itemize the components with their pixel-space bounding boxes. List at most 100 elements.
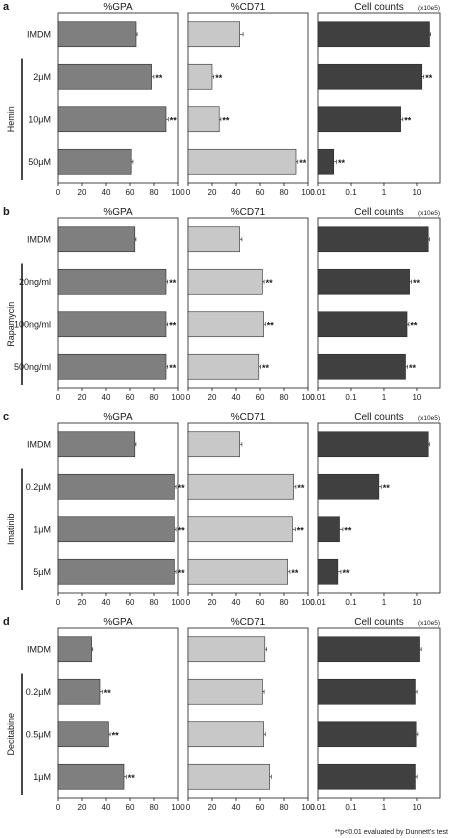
tick-label: 0.01 xyxy=(310,803,326,812)
bar xyxy=(187,636,266,663)
category-label: 0.2μM xyxy=(26,482,51,492)
category-label: 1μM xyxy=(33,524,51,534)
tick-label: 0 xyxy=(186,188,191,197)
panel-letter: c xyxy=(3,411,9,423)
tick-label: 40 xyxy=(232,598,241,607)
category-label: 5μM xyxy=(33,567,51,577)
category-label: IMDM xyxy=(27,644,51,654)
bar xyxy=(57,636,92,663)
significance-marker: ** xyxy=(178,568,186,578)
subplot-title: %GPA xyxy=(103,2,133,13)
bar xyxy=(57,311,167,338)
tick-label: 80 xyxy=(150,188,159,197)
significance-marker: ** xyxy=(297,483,305,493)
bar xyxy=(57,763,125,790)
plot-frame xyxy=(317,12,441,184)
bar xyxy=(317,268,410,295)
significance-marker: ** xyxy=(169,278,177,288)
tick-label: 20 xyxy=(78,598,87,607)
tick-label: 0 xyxy=(186,393,191,402)
bar xyxy=(317,21,430,48)
tick-label: 0 xyxy=(186,598,191,607)
tick-label: 20 xyxy=(78,188,87,197)
subplot-title: %CD71 xyxy=(231,2,266,13)
tick-label: 60 xyxy=(256,188,265,197)
bar xyxy=(57,431,136,458)
tick-label: 20 xyxy=(208,803,217,812)
unit-label: (x10e5) xyxy=(418,620,440,627)
bar xyxy=(317,148,335,175)
significance-marker: ** xyxy=(344,525,352,535)
bar xyxy=(187,721,264,748)
tick-label: 40 xyxy=(102,393,111,402)
significance-marker: ** xyxy=(112,730,120,740)
bar xyxy=(317,678,416,705)
tick-label: 20 xyxy=(78,803,87,812)
significance-marker: ** xyxy=(267,320,275,330)
tick-label: 80 xyxy=(280,393,289,402)
group-label: Hemin xyxy=(6,106,16,132)
significance-marker: ** xyxy=(299,158,307,168)
bar xyxy=(317,721,417,748)
tick-label: 10 xyxy=(412,598,421,607)
bar xyxy=(57,558,175,585)
bar xyxy=(187,353,260,380)
plot-frame xyxy=(57,627,179,799)
tick-label: 1 xyxy=(382,598,387,607)
tick-label: 100 xyxy=(301,598,315,607)
tick-label: 0 xyxy=(56,393,61,402)
significance-marker: ** xyxy=(178,483,186,493)
tick-label: 40 xyxy=(232,188,241,197)
category-label: 1μM xyxy=(33,772,51,782)
tick-label: 1 xyxy=(382,803,387,812)
category-label: 50μM xyxy=(28,157,51,167)
bar xyxy=(187,763,270,790)
unit-label: (x10e5) xyxy=(418,415,440,422)
significance-marker: ** xyxy=(155,73,163,83)
plot-frame xyxy=(57,12,179,184)
unit-label: (x10e5) xyxy=(418,210,440,217)
plot-frame xyxy=(317,422,441,594)
tick-label: 80 xyxy=(280,598,289,607)
significance-marker: ** xyxy=(262,363,270,373)
bar xyxy=(57,106,167,133)
category-label: 0.5μM xyxy=(26,729,51,739)
significance-marker: ** xyxy=(338,158,346,168)
significance-marker: ** xyxy=(297,525,305,535)
bar xyxy=(187,226,240,253)
tick-label: 100 xyxy=(301,188,315,197)
tick-label: 0.01 xyxy=(310,393,326,402)
tick-label: 0 xyxy=(186,803,191,812)
tick-label: 40 xyxy=(232,393,241,402)
bar xyxy=(187,268,263,295)
bar xyxy=(57,678,101,705)
bar xyxy=(57,148,132,175)
tick-label: 10 xyxy=(412,803,421,812)
category-label: 2μM xyxy=(33,72,51,82)
group-label: Decitabine xyxy=(6,713,16,756)
significance-marker: ** xyxy=(383,483,391,493)
bar xyxy=(57,721,109,748)
tick-label: 100 xyxy=(171,803,185,812)
significance-marker: ** xyxy=(128,773,136,783)
tick-label: 0 xyxy=(56,598,61,607)
significance-marker: ** xyxy=(425,73,433,83)
plot-frame xyxy=(187,422,309,594)
significance-marker: ** xyxy=(169,320,177,330)
bar xyxy=(187,148,297,175)
subplot-title: Cell counts xyxy=(354,412,403,423)
tick-label: 10 xyxy=(412,188,421,197)
tick-label: 0 xyxy=(56,803,61,812)
bar xyxy=(317,558,339,585)
tick-label: 0.01 xyxy=(310,598,326,607)
tick-label: 100 xyxy=(301,393,315,402)
subplot-title: Cell counts xyxy=(354,617,403,628)
tick-label: 60 xyxy=(256,803,265,812)
bar xyxy=(317,226,429,253)
tick-label: 60 xyxy=(256,393,265,402)
bar xyxy=(317,473,380,500)
subplot-title: %GPA xyxy=(103,412,133,423)
bar xyxy=(57,226,136,253)
bar xyxy=(57,516,175,543)
